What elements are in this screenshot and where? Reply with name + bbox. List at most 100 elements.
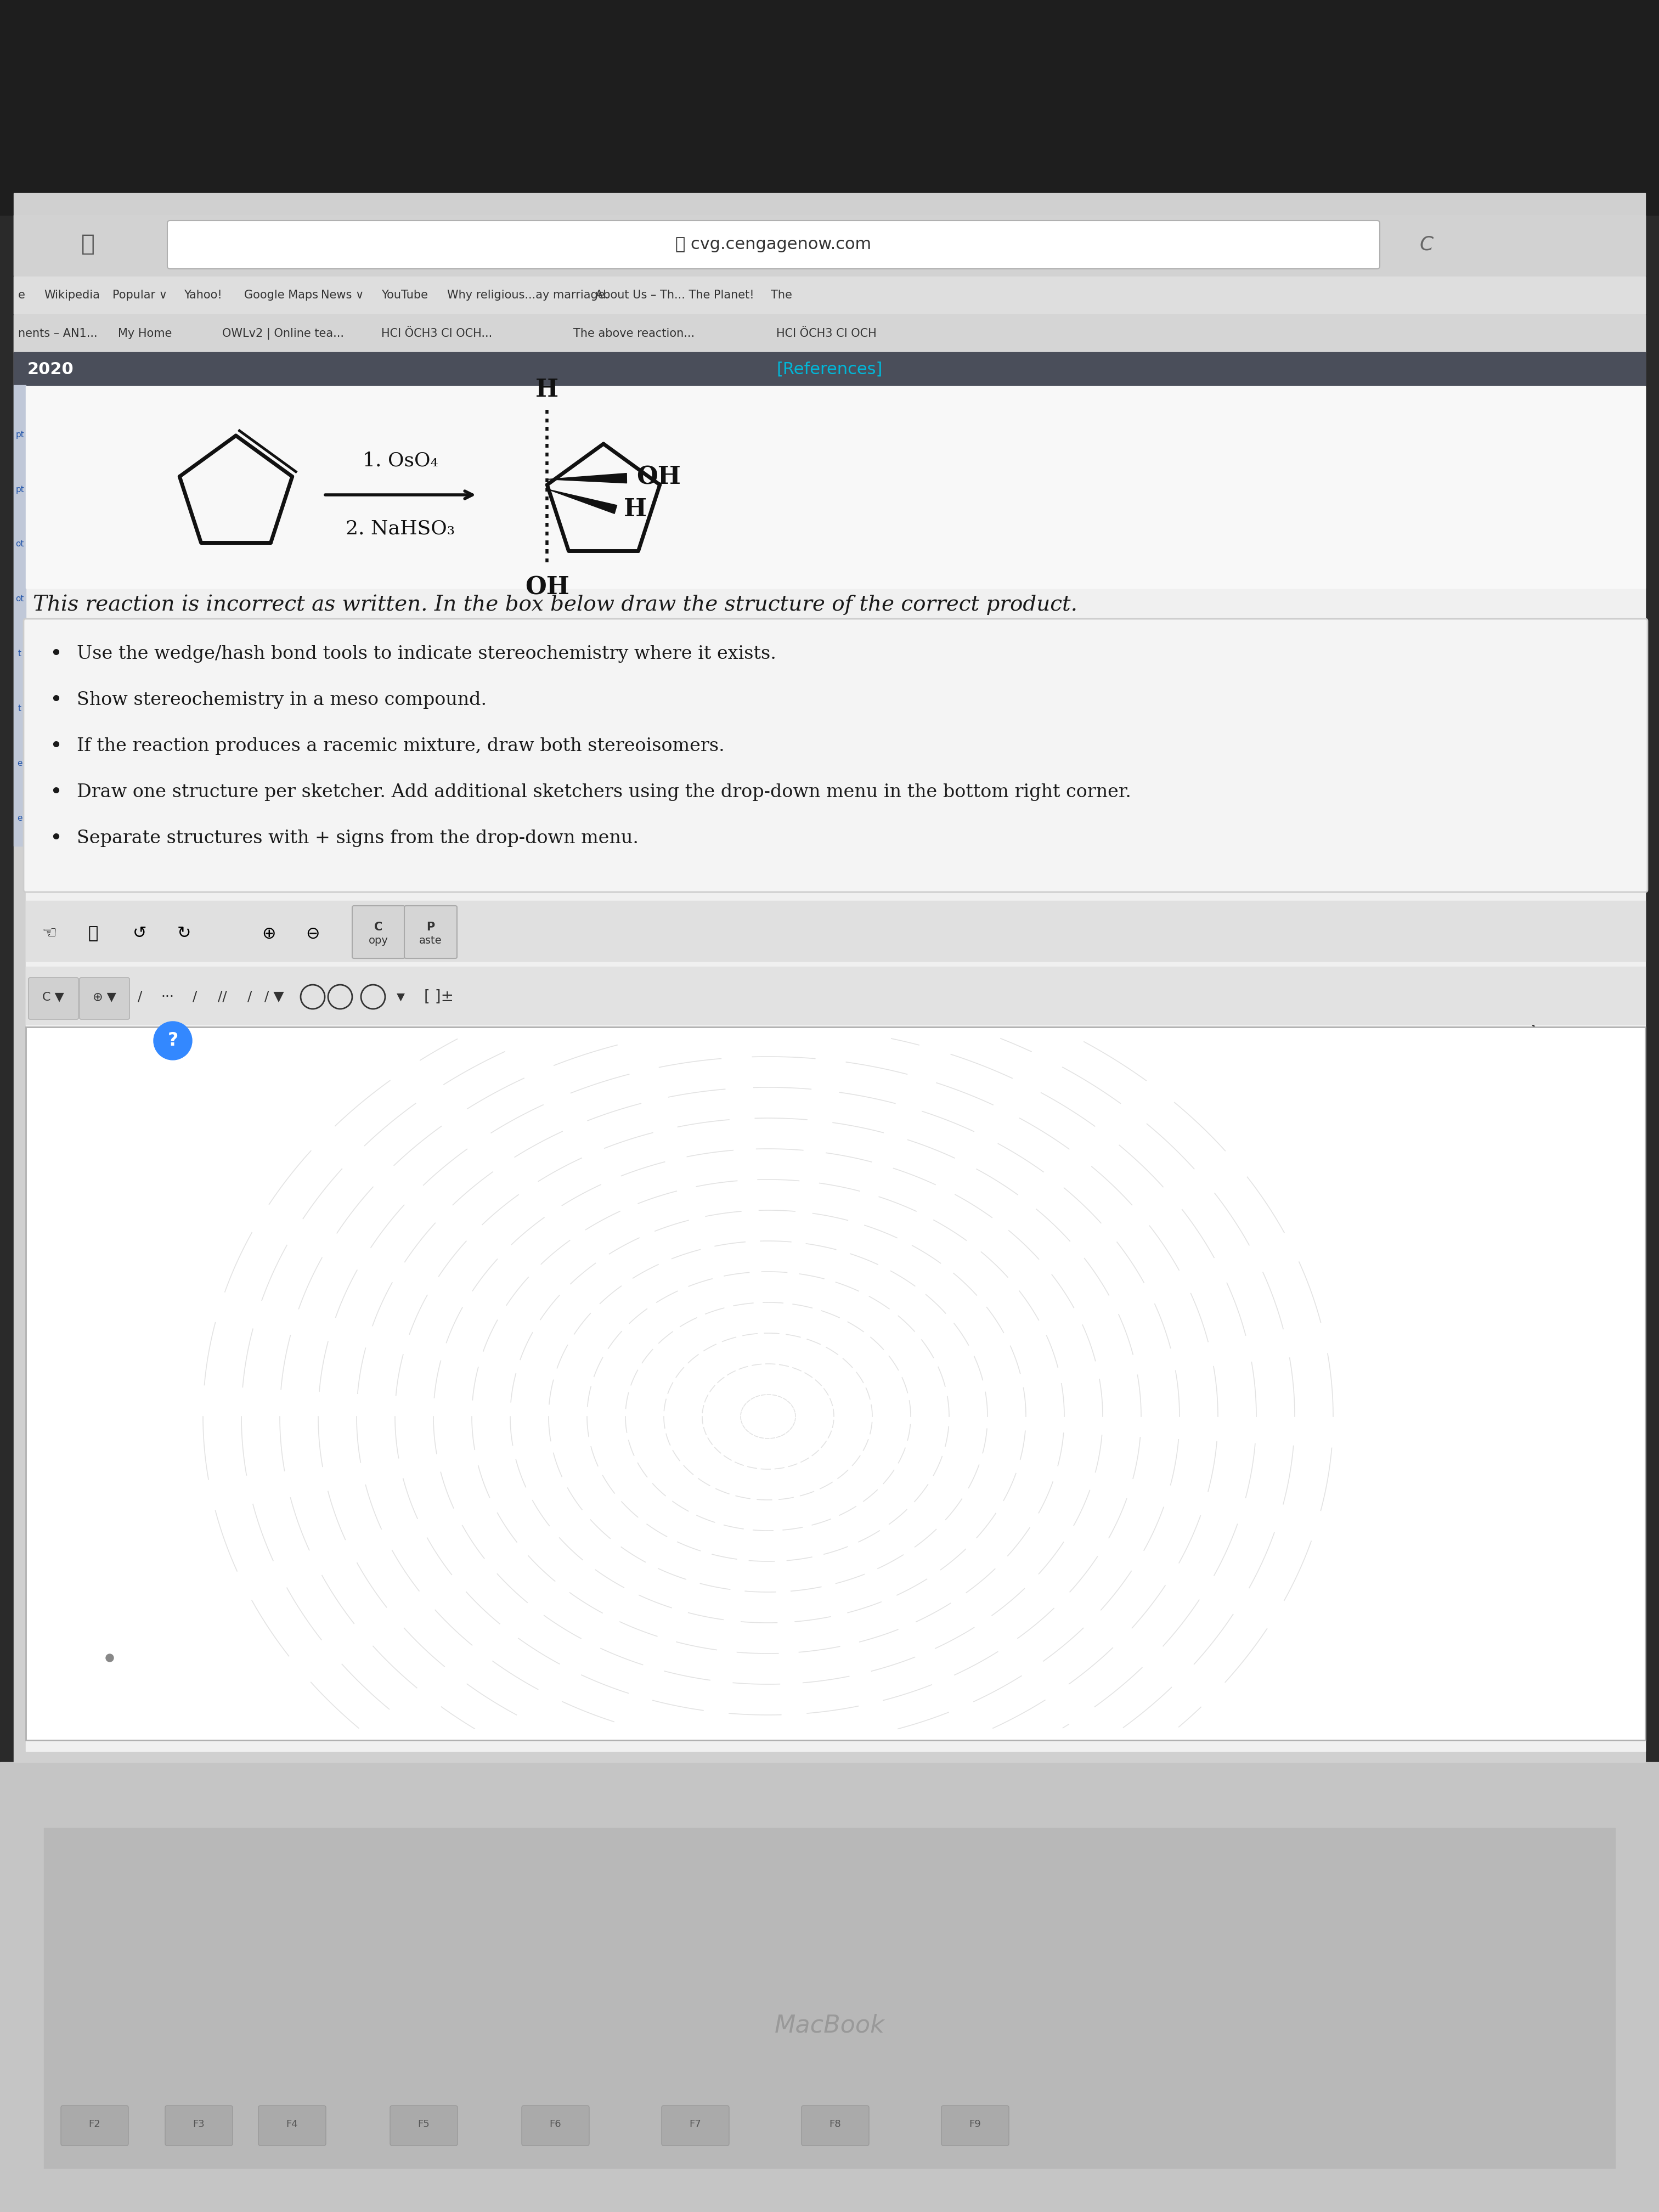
Text: P: P (426, 922, 435, 933)
Text: F2: F2 (88, 2119, 100, 2130)
FancyBboxPatch shape (405, 905, 456, 958)
Text: /: / (192, 991, 197, 1004)
FancyBboxPatch shape (28, 978, 78, 1020)
Text: Wikipedia: Wikipedia (43, 290, 100, 301)
Text: opy: opy (368, 936, 388, 945)
FancyBboxPatch shape (80, 978, 129, 1020)
Text: Use the wedge/hash bond tools to indicate stereochemistry where it exists.: Use the wedge/hash bond tools to indicat… (76, 646, 776, 664)
FancyBboxPatch shape (61, 2106, 128, 2146)
Bar (27, 967, 1646, 1024)
Text: 📂: 📂 (88, 927, 98, 942)
Bar (0, 1763, 1659, 2212)
FancyBboxPatch shape (166, 2106, 232, 2146)
Text: F3: F3 (192, 2119, 204, 2130)
FancyBboxPatch shape (662, 2106, 728, 2146)
Text: F8: F8 (830, 2119, 841, 2130)
FancyBboxPatch shape (941, 2106, 1009, 2146)
Text: 🔒 cvg.cengagenow.com: 🔒 cvg.cengagenow.com (675, 237, 871, 252)
Text: H: H (624, 498, 647, 522)
Polygon shape (547, 473, 627, 482)
Bar (13, 215, 1646, 276)
Text: H: H (536, 378, 559, 403)
Text: ···: ··· (161, 991, 174, 1004)
Text: OH: OH (637, 465, 680, 489)
Text: nents – AN1...: nents – AN1... (18, 327, 98, 338)
Bar (43, 1827, 1616, 2168)
Bar (0, 0, 1659, 215)
Bar (27, 387, 1646, 1752)
Text: ☜: ☜ (41, 927, 56, 942)
Text: ⊕: ⊕ (262, 927, 275, 942)
Bar (13, 385, 27, 845)
Text: F7: F7 (688, 2119, 702, 2130)
Text: //: // (217, 991, 227, 1004)
Circle shape (154, 1022, 192, 1060)
Bar (27, 1026, 1646, 1741)
Text: Show stereochemistry in a meso compound.: Show stereochemistry in a meso compound. (76, 690, 486, 708)
Text: ↻: ↻ (178, 927, 191, 942)
Text: /: / (138, 991, 143, 1004)
Text: The: The (771, 290, 791, 301)
Text: t: t (18, 706, 22, 712)
Text: •: • (50, 827, 61, 849)
Polygon shape (547, 489, 617, 513)
Text: [References]: [References] (776, 361, 883, 378)
Circle shape (106, 1655, 113, 1661)
FancyBboxPatch shape (23, 619, 1647, 891)
Text: •: • (50, 781, 61, 803)
Text: C: C (1420, 234, 1433, 254)
Text: If the reaction produces a racemic mixture, draw both stereoisomers.: If the reaction produces a racemic mixtu… (76, 737, 725, 754)
Text: •: • (50, 737, 61, 757)
Bar (27, 387, 1646, 588)
Text: The above reaction...: The above reaction... (574, 327, 695, 338)
Text: F5: F5 (418, 2119, 430, 2130)
Text: News ∨: News ∨ (320, 290, 363, 301)
Text: YouTube: YouTube (382, 290, 428, 301)
Text: Google Maps: Google Maps (244, 290, 319, 301)
FancyBboxPatch shape (801, 2106, 869, 2146)
Text: [ ]±: [ ]± (425, 989, 453, 1004)
Text: / ▼: / ▼ (264, 991, 284, 1004)
Bar (13, 352, 1646, 387)
Text: ⊖: ⊖ (305, 927, 320, 942)
Text: OWLv2 | Online tea...: OWLv2 | Online tea... (222, 327, 343, 338)
FancyBboxPatch shape (168, 221, 1380, 270)
Text: Popular ∨: Popular ∨ (113, 290, 168, 301)
Bar (27, 900, 1646, 962)
Text: This reaction is incorrect as written. In the box below draw the structure of th: This reaction is incorrect as written. I… (33, 595, 1077, 615)
Text: Why religious...ay marriage.: Why religious...ay marriage. (448, 290, 609, 301)
Text: Draw one structure per sketcher. Add additional sketchers using the drop-down me: Draw one structure per sketcher. Add add… (76, 783, 1131, 801)
FancyBboxPatch shape (390, 2106, 458, 2146)
Text: My Home: My Home (118, 327, 173, 338)
Text: ⊕ ▼: ⊕ ▼ (93, 991, 116, 1002)
FancyBboxPatch shape (352, 905, 405, 958)
Text: C: C (375, 922, 383, 933)
Text: F4: F4 (285, 2119, 299, 2130)
Text: 1. OsO₄: 1. OsO₄ (363, 451, 438, 471)
FancyBboxPatch shape (259, 2106, 325, 2146)
Text: e: e (17, 759, 22, 768)
Text: Yahoo!: Yahoo! (184, 290, 222, 301)
FancyBboxPatch shape (521, 2106, 589, 2146)
Text: ot: ot (15, 595, 23, 604)
Text: pt: pt (15, 484, 25, 493)
Text: e: e (17, 814, 22, 823)
Bar (13, 276, 1646, 314)
Text: HCI ÖCH3 CI OCH...: HCI ÖCH3 CI OCH... (382, 327, 493, 338)
Bar (27, 1026, 1646, 1741)
Text: 2020: 2020 (28, 361, 75, 378)
Text: /: / (247, 991, 252, 1004)
Text: MacBook: MacBook (775, 2013, 884, 2037)
Text: e: e (18, 290, 25, 301)
Text: Separate structures with + signs from the drop-down menu.: Separate structures with + signs from th… (76, 830, 639, 847)
Text: •: • (50, 690, 61, 710)
Text: ↺: ↺ (133, 927, 148, 942)
Text: F9: F9 (969, 2119, 980, 2130)
Text: OH: OH (524, 575, 569, 599)
Text: 2. NaHSO₃: 2. NaHSO₃ (345, 520, 455, 538)
Text: aste: aste (420, 936, 441, 945)
Text: pt: pt (15, 431, 25, 438)
Text: ?: ? (168, 1031, 178, 1051)
Bar (13, 314, 1646, 352)
Text: ot: ot (15, 540, 23, 549)
